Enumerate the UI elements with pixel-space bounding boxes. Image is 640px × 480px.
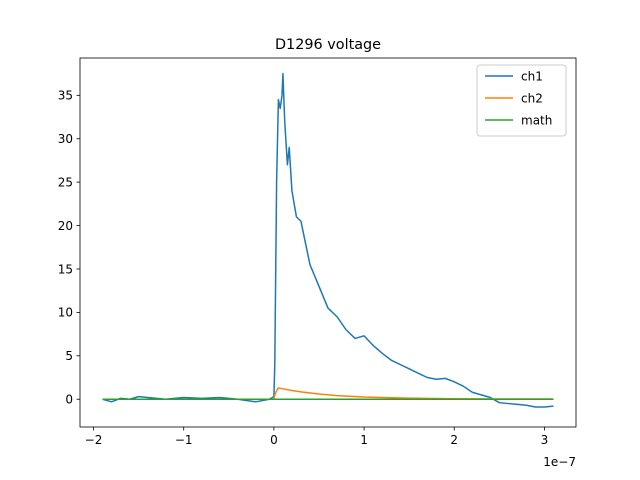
y-tick-label: 15 — [58, 262, 73, 276]
x-tick-label: 0 — [270, 433, 278, 447]
y-tick-label: 30 — [58, 132, 73, 146]
x-tick-label: 2 — [450, 433, 458, 447]
x-axis: −2 −1 0 1 2 3 — [85, 427, 549, 447]
x-offset-label: 1e−7 — [543, 455, 576, 469]
y-tick-label: 0 — [65, 393, 73, 407]
legend-label-ch2: ch2 — [521, 91, 543, 105]
y-tick-label: 5 — [65, 349, 73, 363]
y-axis: 0 5 10 15 20 25 30 35 — [58, 89, 80, 407]
y-tick-label: 35 — [58, 89, 73, 103]
x-tick-label: 3 — [541, 433, 549, 447]
y-tick-label: 25 — [58, 175, 73, 189]
legend-label-math: math — [521, 113, 552, 127]
series-line-ch1 — [102, 72, 554, 408]
series-layer — [102, 72, 554, 408]
x-tick-label: −1 — [175, 433, 193, 447]
legend-label-ch1: ch1 — [521, 69, 543, 83]
legend: ch1 ch2 math — [476, 64, 567, 137]
plot-frame — [79, 57, 577, 428]
y-tick-label: 20 — [58, 219, 73, 233]
series-line-ch2 — [102, 387, 554, 400]
y-tick-label: 10 — [58, 306, 73, 320]
x-tick-label: −2 — [85, 433, 103, 447]
chart-title: D1296 voltage — [275, 37, 381, 53]
legend-box — [476, 64, 567, 137]
x-tick-label: 1 — [360, 433, 368, 447]
